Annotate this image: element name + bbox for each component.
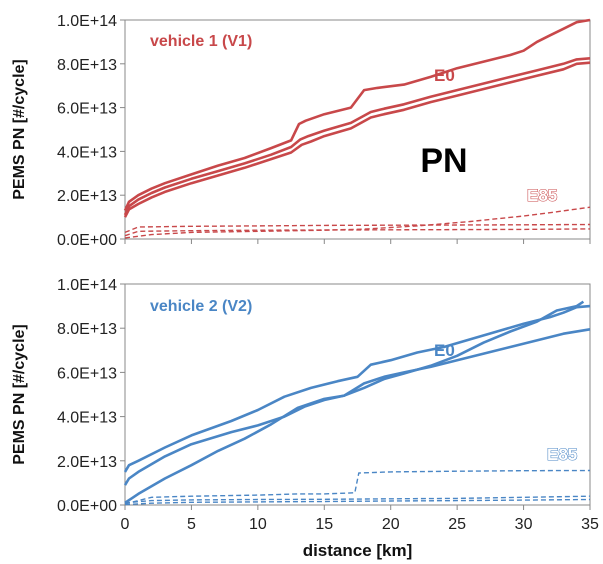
y-tick-label: 2.0E+13 [57, 454, 117, 471]
x-tick-label: 15 [315, 516, 333, 533]
x-axis-label: distance [km] [303, 541, 413, 560]
e85-series-line [124, 495, 591, 504]
panel-vehicle-1: 0.0E+00 2.0E+13 4.0E+13 6.0E+13 8.0E+13 1.0E+… [11, 13, 591, 249]
y-tick-label: 6.0E+13 [57, 365, 117, 382]
e85-series-line [124, 498, 591, 506]
y-tick-label: 1.0E+14 [57, 277, 117, 294]
y-tick-label: 4.0E+13 [57, 410, 117, 427]
y-axis-label: PEMS PN [#/cycle] [11, 59, 28, 200]
pn-label: PN [420, 142, 467, 180]
e85-annotation: E85 [527, 186, 557, 205]
y-tick-label: 1.0E+14 [57, 13, 117, 30]
e0-series-line [123, 304, 591, 473]
y-tick-label: 8.0E+13 [57, 321, 117, 338]
e0-annotation: E0 [434, 341, 455, 360]
x-tick-label: 35 [581, 516, 599, 533]
x-tick-label: 5 [187, 516, 196, 533]
x-tick-label: 10 [249, 516, 267, 533]
panel-label: vehicle 2 (V2) [150, 298, 252, 315]
e0-series-line [123, 18, 591, 212]
panel-label: vehicle 1 (V1) [150, 33, 252, 50]
e0-series-line [123, 300, 585, 486]
y-tick-label: 0.0E+00 [57, 498, 117, 515]
y-tick-label: 0.0E+00 [57, 232, 117, 249]
e0-series-line [124, 328, 591, 504]
e0-annotation: E0 [434, 66, 455, 85]
e85-series-line [124, 228, 591, 237]
x-tick-label: 0 [121, 516, 130, 533]
e0-series-line [123, 57, 591, 216]
x-tick-label: 30 [515, 516, 533, 533]
e85-series-line [124, 469, 591, 505]
panel-vehicle-2: 0.0E+00 2.0E+13 4.0E+13 6.0E+13 8.0E+13 1.0E+… [11, 277, 599, 560]
y-tick-label: 6.0E+13 [57, 101, 117, 118]
e0-series-line [123, 61, 591, 218]
e85-annotation: E85 [547, 445, 577, 464]
y-tick-label: 8.0E+13 [57, 57, 117, 74]
x-tick-label: 20 [382, 516, 400, 533]
y-tick-label: 4.0E+13 [57, 144, 117, 161]
y-tick-label: 2.0E+13 [57, 188, 117, 205]
plot-frame [124, 19, 591, 240]
plot-frame [124, 283, 591, 506]
e85-series-line [124, 223, 591, 234]
e85-series-line [124, 206, 591, 239]
y-axis-label: PEMS PN [#/cycle] [11, 324, 28, 465]
x-tick-label: 25 [448, 516, 466, 533]
